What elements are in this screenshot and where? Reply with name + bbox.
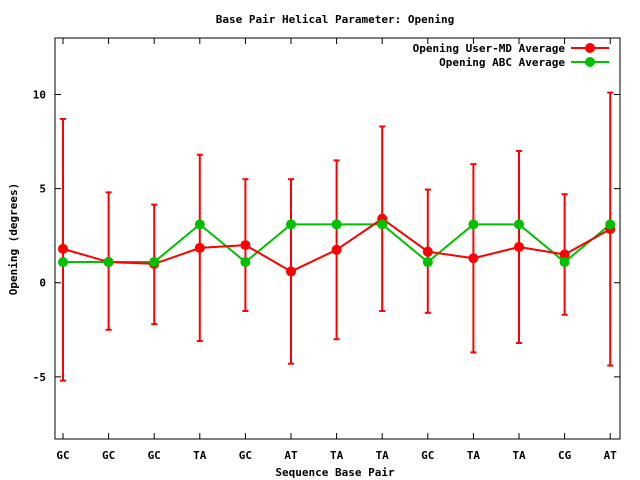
x-tick-label: TA <box>330 449 344 462</box>
legend-label: Opening User-MD Average <box>413 42 566 55</box>
data-point-1 <box>559 257 570 268</box>
y-tick-label: 10 <box>33 88 46 101</box>
x-tick-label: TA <box>193 449 207 462</box>
data-point-1 <box>331 219 342 230</box>
x-tick-label: TA <box>467 449 481 462</box>
data-point-0 <box>194 242 205 253</box>
data-point-0 <box>422 246 433 257</box>
data-point-0 <box>286 266 296 277</box>
y-tick-label: 5 <box>39 183 46 196</box>
plot-frame <box>54 37 621 440</box>
y-tick-label: -5 <box>33 371 46 384</box>
legend-swatch-marker <box>585 43 595 53</box>
x-tick-label: AT <box>604 449 618 462</box>
x-tick-label: GC <box>102 449 115 462</box>
x-tick-label: CG <box>558 449 572 462</box>
x-axis-label: Sequence Base Pair <box>275 466 395 479</box>
data-point-0 <box>468 253 479 264</box>
data-point-0 <box>559 249 570 260</box>
legend-swatch-marker <box>585 57 595 67</box>
y-axis: -5 0 5 10 <box>33 88 620 384</box>
x-tick-label: GC <box>239 449 252 462</box>
x-tick-label: TA <box>512 449 526 462</box>
data-point-1 <box>149 257 160 268</box>
chart-title: Base Pair Helical Parameter: Opening <box>216 13 454 26</box>
data-point-1 <box>103 257 114 268</box>
data-point-1 <box>514 219 524 230</box>
y-axis-label: Opening (degrees) <box>7 183 20 296</box>
data-point-0 <box>514 241 524 252</box>
y-tick-label: 0 <box>39 277 46 290</box>
data-point-1 <box>377 219 388 230</box>
legend-label: Opening ABC Average <box>439 56 565 69</box>
data-point-1 <box>240 257 251 268</box>
data-point-0 <box>331 244 342 255</box>
x-tick-label: GC <box>148 449 161 462</box>
x-tick-label: AT <box>284 449 298 462</box>
data-point-1 <box>468 219 479 230</box>
x-tick-label: GC <box>421 449 434 462</box>
error-bars <box>60 91 614 382</box>
x-tick-label: TA <box>376 449 390 462</box>
data-point-0 <box>58 243 68 254</box>
data-point-1 <box>286 219 296 230</box>
data-point-1 <box>422 257 433 268</box>
series-points <box>58 213 616 277</box>
x-tick-label: GC <box>56 449 69 462</box>
data-point-1 <box>605 219 616 230</box>
data-point-1 <box>58 257 68 268</box>
data-point-0 <box>240 240 251 251</box>
x-axis: GC GC GC TA GC AT TA TA GC TA TA CG AT <box>56 38 617 462</box>
data-point-1 <box>194 219 205 230</box>
